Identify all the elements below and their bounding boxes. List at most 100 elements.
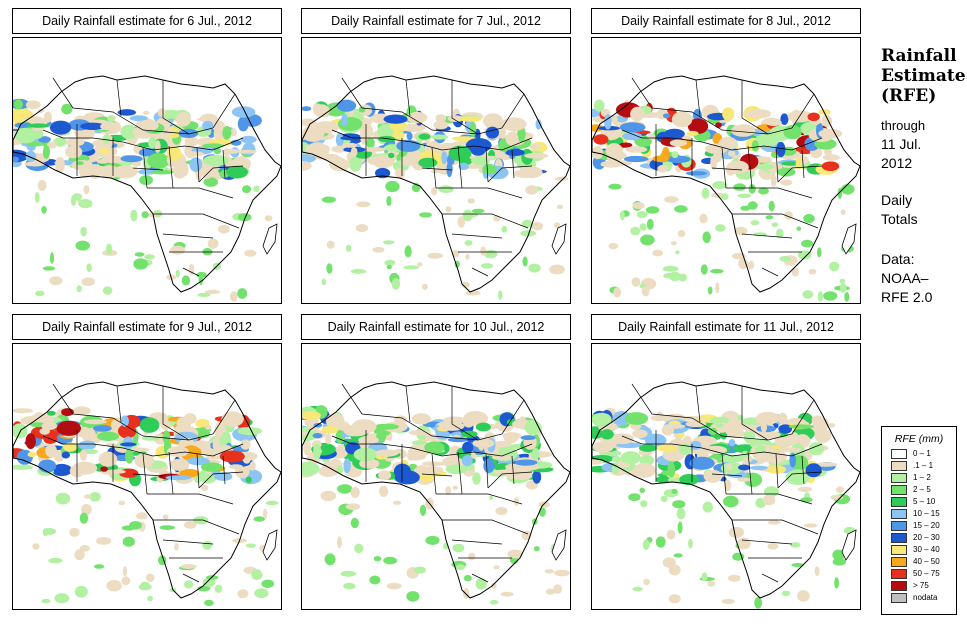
rain-patch (776, 141, 786, 158)
country-border (411, 443, 533, 457)
rain-patch (730, 124, 756, 137)
rain-patch (181, 275, 191, 286)
rain-patch (727, 574, 741, 582)
legend-item: 30 – 40 (891, 545, 953, 555)
rain-patch (207, 238, 219, 249)
rain-patch (383, 556, 398, 565)
rain-patch (25, 100, 41, 110)
rain-patch (186, 457, 210, 466)
rain-patch (305, 142, 329, 157)
rain-patch (805, 463, 822, 478)
legend-swatch (891, 485, 907, 495)
rain-patch (204, 599, 214, 607)
rain-patch (447, 115, 464, 122)
rain-patch (549, 264, 565, 275)
rain-patch (350, 268, 367, 274)
map-panel: Daily Rainfall estimate for 6 Jul., 2012 (12, 8, 282, 304)
rain-patch (343, 458, 351, 474)
rain-patch (677, 229, 686, 238)
rain-patch (229, 464, 243, 470)
country-border (451, 386, 479, 441)
country-border (631, 383, 769, 441)
rain-patch (768, 200, 775, 212)
country-border (767, 399, 815, 441)
rain-patch (459, 116, 482, 122)
rain-patch (726, 160, 749, 174)
rain-patch (445, 486, 452, 495)
rain-patch (623, 155, 649, 163)
rain-patch (13, 425, 22, 433)
rain-patch (501, 225, 508, 233)
rain-patch (630, 106, 645, 122)
rain-patch (448, 145, 472, 162)
country-border (341, 77, 479, 135)
rain-patch (144, 254, 156, 260)
rain-patch (641, 286, 650, 297)
rain-patch (69, 527, 80, 537)
africa-rainfall-map (301, 343, 571, 610)
rain-patch (662, 113, 671, 119)
rain-patch (608, 183, 622, 190)
country-border (147, 187, 234, 199)
rain-patch (624, 412, 649, 425)
rain-patch (633, 463, 656, 478)
country-border (477, 399, 525, 441)
rain-patch (162, 514, 169, 520)
rain-patch (96, 537, 112, 545)
rain-patch (230, 128, 237, 137)
rain-patch (330, 158, 351, 172)
rain-patch (161, 109, 181, 119)
country-border (198, 165, 244, 183)
country-border (153, 213, 240, 229)
rain-patch (832, 549, 845, 561)
rain-patch (676, 507, 686, 520)
rain-patch (737, 193, 752, 198)
rain-patch (754, 445, 766, 453)
rain-patch (76, 161, 84, 166)
rain-patch (122, 566, 127, 577)
country-border (457, 451, 463, 495)
rain-patch (93, 425, 112, 432)
rain-patch (79, 512, 89, 524)
country-border (767, 93, 815, 135)
rain-patch (395, 167, 406, 179)
rain-patch (184, 580, 194, 589)
rain-patch (628, 493, 641, 502)
legend-swatch (891, 533, 907, 543)
rain-patch (312, 433, 323, 439)
rain-patch (406, 132, 413, 141)
rain-patch (74, 585, 88, 598)
country-border (182, 573, 200, 583)
rain-patch (814, 462, 838, 467)
rain-patch (839, 283, 847, 293)
rain-patch (728, 439, 736, 447)
rain-patch (98, 451, 118, 467)
rain-patch (639, 223, 647, 231)
rain-patch (72, 193, 83, 201)
country-border (188, 399, 236, 441)
rain-patch (76, 285, 82, 293)
legend-label: 20 – 30 (913, 533, 940, 542)
rain-patch (414, 566, 426, 574)
rain-patch (556, 204, 563, 210)
rain-patch (765, 119, 782, 126)
rain-patch (822, 154, 840, 161)
rain-patch (767, 543, 779, 550)
rain-patch (386, 195, 392, 207)
product-title: Rainfall Estimate (RFE) (881, 46, 966, 106)
rain-patch (56, 420, 81, 436)
rain-patch (340, 135, 362, 141)
africa-rainfall-map (12, 37, 282, 304)
rain-patch (728, 150, 736, 157)
rain-patch (237, 288, 248, 299)
data-source: NOAA– (881, 270, 929, 286)
country-border (777, 471, 823, 489)
rain-patch (632, 202, 645, 210)
rain-patch (483, 458, 495, 473)
rain-patch (700, 264, 708, 275)
data-label: Data: (881, 251, 915, 267)
rain-patch (404, 245, 412, 258)
rain-patch (406, 591, 420, 602)
rain-patch (358, 106, 366, 113)
rain-patch (666, 155, 691, 163)
